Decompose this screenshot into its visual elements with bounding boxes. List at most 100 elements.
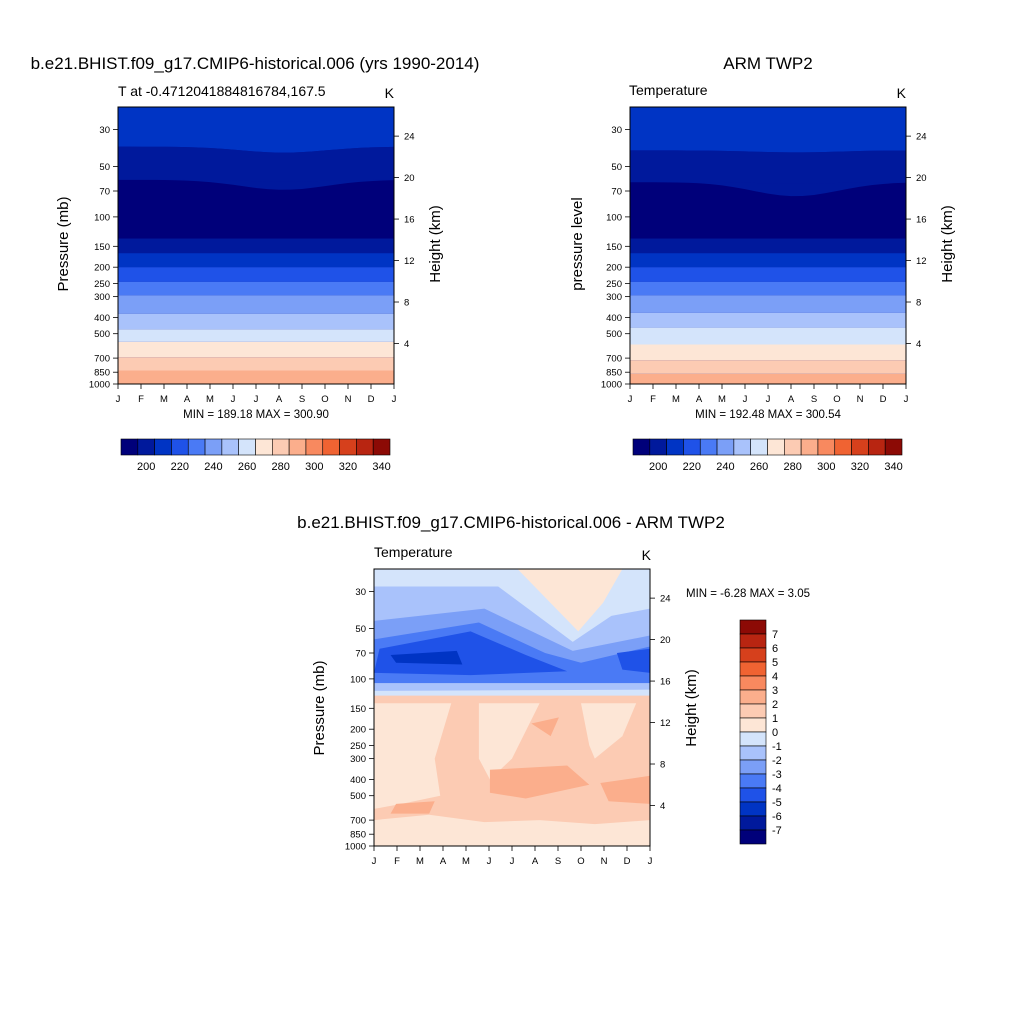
colorbar-box [739,759,767,775]
pressure-tick-label: 850 [350,830,366,841]
x-tick-label: O [577,856,584,867]
height-tick-label: 8 [916,298,921,309]
pressure-tick-label: 70 [611,187,622,198]
colorbar-label: 6 [772,643,778,655]
panel3-title: b.e21.BHIST.f09_g17.CMIP6-historical.006… [297,513,725,532]
panel3-ylabel-left: Pressure (mb) [311,660,328,755]
colorbar-label: -7 [772,825,782,837]
x-tick-label: A [788,394,795,405]
colorbar-label: 280 [784,461,802,473]
colorbar-label: 5 [772,657,778,669]
contour-positive-zone-4 [374,814,650,846]
height-tick-label: 4 [916,339,921,350]
height-tick-label: 20 [916,173,927,184]
x-tick-label: F [138,394,144,405]
contour-band-upper [118,146,394,182]
colorbar-box [649,438,667,456]
colorbar-box [739,829,767,845]
contour-band-1 [118,238,394,254]
colorbar-box [739,815,767,831]
x-tick-label: A [184,394,191,405]
colorbar-box [800,438,819,456]
contour-band-10 [630,373,906,384]
colorbar-box [739,647,767,663]
colorbar-label: -2 [772,755,782,767]
x-tick-label: J [628,394,633,405]
pressure-tick-label: 850 [94,368,110,379]
x-tick-label: J [372,856,377,867]
pressure-tick-label: 200 [94,263,110,274]
pressure-tick-label: 500 [350,791,366,802]
colorbar-label: 300 [305,461,323,473]
x-tick-label: N [857,394,864,405]
x-tick-label: N [345,394,352,405]
pressure-tick-label: 300 [606,292,622,303]
colorbar-label: -6 [772,811,782,823]
panel2-ylabel-right: Height (km) [939,205,956,283]
contour-band-9 [630,360,906,374]
colorbar-box [884,438,903,456]
panel1-minmax: MIN = 189.18 MAX = 300.90 [183,409,329,421]
contour-positive-zone-6 [600,775,650,804]
colorbar-label: 2 [772,699,778,711]
panel2-ylabel-left: pressure level [569,197,586,290]
colorbar-box [739,703,767,719]
pressure-tick-label: 100 [350,674,366,685]
contour-negative-zone-9 [374,689,650,696]
colorbar-box [632,438,651,456]
x-tick-label: J [487,856,492,867]
x-tick-label: M [672,394,680,405]
pressure-tick-label: 100 [94,212,110,223]
colorbar-label: -4 [772,783,782,795]
height-tick-label: 4 [404,339,409,350]
colorbar-box [739,661,767,677]
colorbar-label: 200 [649,461,667,473]
pressure-tick-label: 850 [606,368,622,379]
contour-negative-zone-8 [374,683,650,691]
pressure-tick-label: 250 [606,279,622,290]
panel1-plot: J F M A M J J A S O N D J 30 50 70 100 150 200 250 300 400 500… [89,106,415,405]
pressure-tick-label: 400 [606,313,622,324]
pressure-tick-label: 400 [94,313,110,324]
panel1-ylabel-left: Pressure (mb) [55,196,72,291]
pressure-tick-label: 200 [350,725,366,736]
colorbar-box [739,675,767,691]
contour-band-9 [118,357,394,371]
colorbar-label: 320 [851,461,869,473]
x-tick-label: J [254,394,259,405]
x-tick-label: S [299,394,305,405]
panel1-colorbar: 200 220 240 260 280 300 320 340 [120,438,391,473]
colorbar-label: 240 [716,461,734,473]
colorbar-box [120,438,139,456]
contour-band-5 [630,295,906,313]
colorbar-box [739,689,767,705]
height-tick-label: 12 [404,256,415,267]
contour-positive-zone-2 [478,703,540,780]
colorbar-box [204,438,223,456]
pressure-tick-label: 70 [99,187,110,198]
colorbar-box [137,438,155,456]
pressure-tick-label: 150 [606,242,622,253]
colorbar-box [851,438,869,456]
pressure-tick-label: 100 [606,212,622,223]
contour-negative-zone-5 [374,631,568,676]
x-tick-label: J [116,394,121,405]
colorbar-label: 7 [772,629,778,641]
panel3-minmax: MIN = -6.28 MAX = 3.05 [686,588,810,600]
x-tick-label: M [462,856,470,867]
x-tick-label: D [880,394,887,405]
pressure-tick-label: 50 [611,162,622,173]
contour-band-6 [118,313,394,330]
x-tick-label: A [276,394,283,405]
height-tick-label: 20 [404,173,415,184]
colorbar-label: -5 [772,797,782,809]
pressure-tick-label: 1000 [89,380,110,391]
pressure-tick-label: 30 [611,125,622,136]
x-tick-label: S [811,394,817,405]
colorbar-box [784,438,802,456]
colorbar-label: -1 [772,741,782,753]
panel2-plot: J F M A M J J A S O N D J 30 50 70 100 150 200 250 300 400 500… [601,106,927,405]
colorbar-box [834,438,852,456]
colorbar-label: 260 [750,461,768,473]
x-tick-label: J [766,394,771,405]
